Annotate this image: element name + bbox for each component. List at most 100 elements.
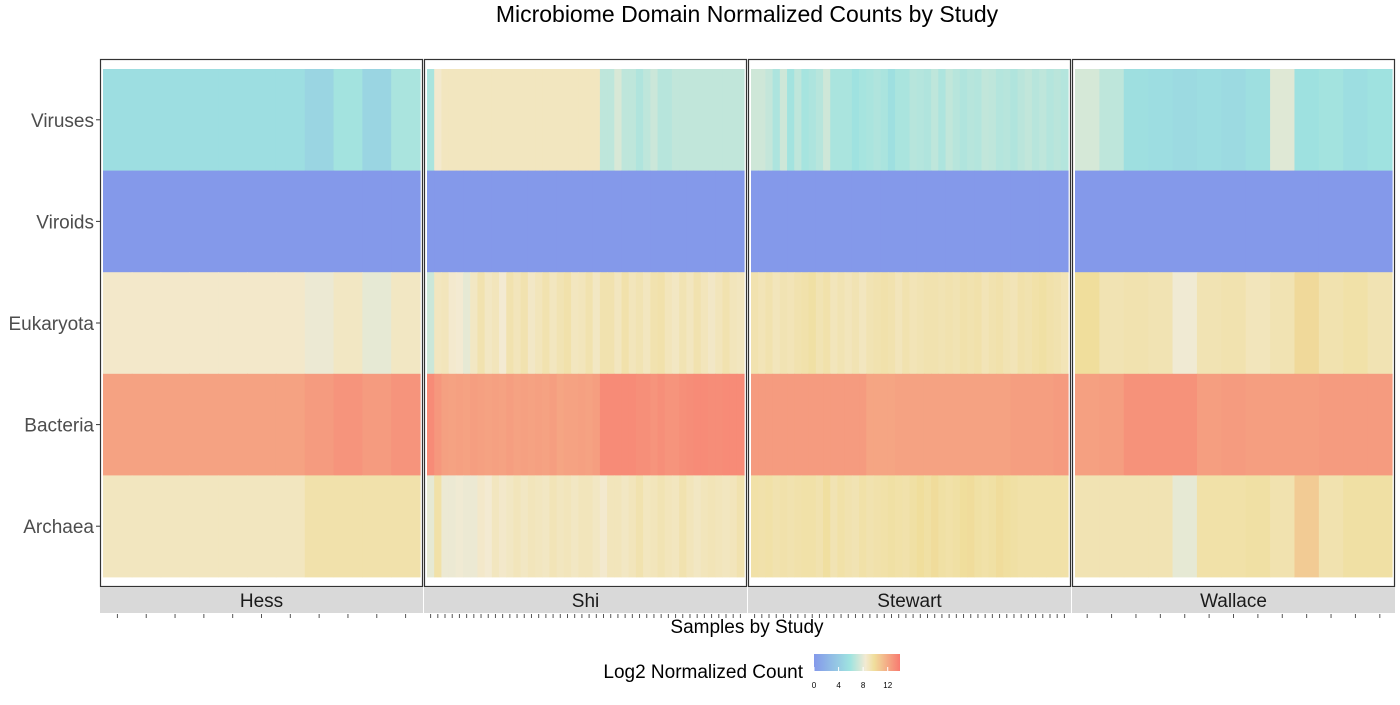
heat-cell bbox=[959, 373, 968, 476]
heat-cell bbox=[995, 373, 1004, 476]
heat-cell bbox=[751, 475, 759, 578]
heat-cell bbox=[470, 69, 479, 171]
heat-cell bbox=[218, 69, 248, 171]
heat-cell bbox=[938, 272, 947, 375]
heat-cell bbox=[571, 373, 579, 476]
heat-cell bbox=[535, 69, 543, 171]
facet-panels: Hess Shi Stewart Wallace bbox=[99, 58, 1396, 618]
heat-cell bbox=[988, 272, 997, 375]
heat-cell bbox=[491, 475, 500, 578]
heat-cell bbox=[1024, 170, 1033, 273]
heat-cell bbox=[275, 170, 306, 273]
heat-cell bbox=[679, 373, 687, 476]
heat-cell bbox=[160, 69, 191, 171]
heat-cell bbox=[513, 69, 522, 171]
heat-cell bbox=[1046, 69, 1055, 171]
heat-cell bbox=[1010, 475, 1019, 578]
heat-cell bbox=[729, 373, 738, 476]
heat-cell bbox=[1196, 272, 1222, 375]
heat-cell bbox=[247, 272, 277, 375]
heat-cell bbox=[981, 69, 990, 171]
y-tick-label-bacteria: Bacteria bbox=[24, 416, 94, 437]
heat-cell bbox=[815, 373, 824, 476]
heat-cell bbox=[866, 69, 875, 171]
heat-cell bbox=[506, 475, 515, 578]
heat-cell bbox=[333, 272, 363, 375]
heat-cell bbox=[736, 475, 745, 578]
heat-cell bbox=[1031, 475, 1040, 578]
heat-cell bbox=[772, 475, 781, 578]
facet-label-shi: Shi bbox=[572, 591, 599, 612]
heat-cell bbox=[938, 170, 947, 273]
heat-cell bbox=[484, 373, 493, 476]
heat-cell bbox=[715, 475, 723, 578]
heat-cell bbox=[549, 373, 558, 476]
heat-cell bbox=[578, 272, 587, 375]
heat-cell bbox=[1039, 272, 1047, 375]
heat-cell bbox=[549, 475, 558, 578]
heat-cell bbox=[542, 170, 551, 273]
heat-cell bbox=[448, 170, 457, 273]
heat-cell bbox=[801, 69, 810, 171]
heat-cell bbox=[499, 272, 507, 375]
heat-cell bbox=[1245, 170, 1271, 273]
heat-cell bbox=[707, 373, 716, 476]
heat-cell bbox=[830, 475, 839, 578]
heat-cell bbox=[1039, 69, 1047, 171]
heat-cell bbox=[535, 475, 543, 578]
heat-cell bbox=[448, 475, 457, 578]
heat-cell bbox=[902, 373, 911, 476]
facet-label-hess: Hess bbox=[240, 591, 283, 612]
heat-cell bbox=[758, 69, 766, 171]
heat-cell bbox=[693, 272, 702, 375]
heat-cell bbox=[643, 475, 651, 578]
heat-cell bbox=[657, 373, 666, 476]
heat-cell bbox=[679, 475, 687, 578]
heat-cell bbox=[895, 272, 903, 375]
heat-cell bbox=[758, 373, 766, 476]
panel-border bbox=[423, 58, 748, 588]
heat-cell bbox=[1318, 69, 1344, 171]
heat-cell bbox=[686, 69, 695, 171]
heat-cell bbox=[1039, 170, 1047, 273]
heat-cell bbox=[477, 170, 486, 273]
heat-cell bbox=[909, 475, 918, 578]
heat-cell bbox=[815, 69, 824, 171]
heat-cell bbox=[1367, 272, 1393, 375]
heat-cell bbox=[679, 272, 687, 375]
heat-cell bbox=[1017, 373, 1026, 476]
heat-cell bbox=[1318, 475, 1344, 578]
heat-cell bbox=[945, 170, 954, 273]
heat-cell bbox=[103, 475, 133, 578]
heat-cell bbox=[189, 272, 219, 375]
heat-cell bbox=[700, 272, 709, 375]
heat-cell bbox=[1024, 272, 1033, 375]
heat-cell bbox=[1172, 170, 1198, 273]
heat-cell bbox=[931, 69, 939, 171]
heat-cell bbox=[131, 69, 162, 171]
legend-color-bar bbox=[814, 654, 900, 671]
heat-cell bbox=[830, 373, 839, 476]
heat-cell bbox=[707, 475, 716, 578]
panel-stewart: Stewart bbox=[747, 58, 1072, 618]
heat-cell bbox=[916, 475, 925, 578]
heat-cell bbox=[823, 373, 831, 476]
heat-cell bbox=[621, 69, 630, 171]
legend-tick-label: 8 bbox=[861, 681, 866, 690]
heat-cell bbox=[635, 475, 644, 578]
heat-cell bbox=[902, 170, 911, 273]
heat-cell bbox=[995, 475, 1004, 578]
heat-cell bbox=[520, 69, 529, 171]
heat-cell bbox=[362, 170, 392, 273]
heat-cell bbox=[1196, 170, 1222, 273]
heat-cell bbox=[304, 170, 335, 273]
heat-cell bbox=[1318, 373, 1344, 476]
heat-cell bbox=[808, 69, 817, 171]
heat-cell bbox=[434, 475, 442, 578]
heat-cell bbox=[1294, 475, 1320, 578]
panel-border bbox=[1071, 58, 1396, 588]
heat-cell bbox=[866, 170, 875, 273]
heat-cell bbox=[441, 373, 450, 476]
heat-cell bbox=[1024, 373, 1033, 476]
heat-cell bbox=[304, 272, 335, 375]
